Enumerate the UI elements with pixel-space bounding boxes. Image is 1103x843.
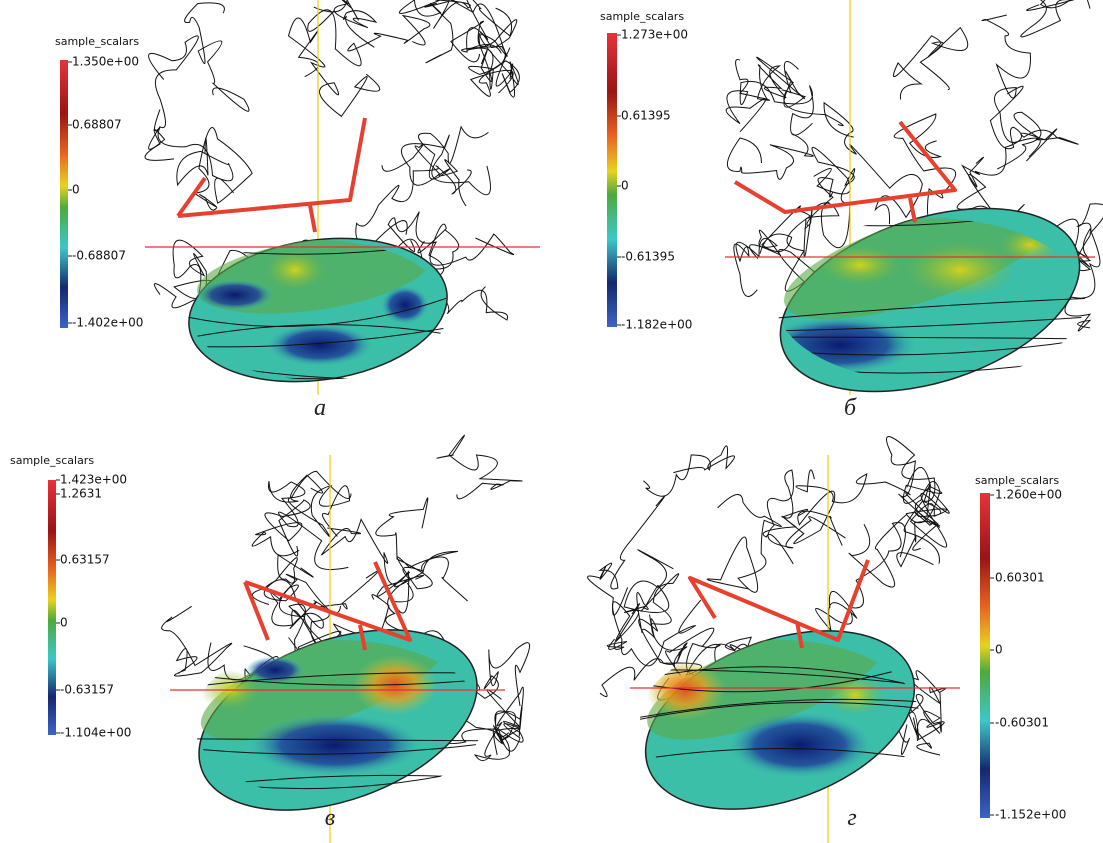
colorbar-label: -1.402e+00 xyxy=(72,316,143,330)
colorbar-label: 0.61395 xyxy=(621,109,671,123)
wire xyxy=(289,18,380,116)
colorbar-label: -1.182e+00 xyxy=(621,318,692,332)
blob xyxy=(195,279,275,311)
panel: sample_scalars 1.350e+00 0.68807 0 -0.68807 -… xyxy=(55,0,540,421)
wire xyxy=(588,496,665,615)
wire xyxy=(451,20,517,82)
blob xyxy=(905,242,1015,298)
wire xyxy=(145,36,198,161)
panel-caption: б xyxy=(844,395,857,421)
blob xyxy=(825,675,885,715)
colorbar-label: -0.68807 xyxy=(72,249,126,263)
blob xyxy=(265,250,325,290)
colorbar xyxy=(607,33,617,327)
panel-caption: в xyxy=(325,805,335,831)
colorbar-label: 0 xyxy=(60,616,68,630)
wire xyxy=(356,166,471,244)
wire xyxy=(162,606,232,676)
wire xyxy=(893,28,967,100)
wire xyxy=(418,127,488,206)
wire xyxy=(1021,0,1090,37)
colorbar-label: -0.60301 xyxy=(995,716,1049,730)
colorbar-label: 1.260e+00 xyxy=(995,488,1062,502)
wire xyxy=(763,491,842,564)
blob xyxy=(245,713,425,777)
wire xyxy=(252,500,310,556)
wire xyxy=(726,81,813,135)
panel: sample_scalars 1.273e+00 0.61395 0 -0.61395 -… xyxy=(600,0,1103,426)
colorbar-label: -0.63157 xyxy=(60,683,114,697)
colorbar-title: sample_scalars xyxy=(55,35,139,48)
frame xyxy=(178,118,365,232)
colorbar-label: 1.423e+00 xyxy=(60,473,127,487)
colorbar-label: 0 xyxy=(621,179,629,193)
colorbar xyxy=(48,480,56,735)
wire xyxy=(767,470,845,548)
colorbar-label: 1.350e+00 xyxy=(72,55,139,69)
wire xyxy=(643,446,734,496)
wire xyxy=(962,86,1023,187)
wire xyxy=(437,435,522,499)
wire xyxy=(487,690,523,742)
wire xyxy=(185,3,249,111)
wire xyxy=(734,230,780,296)
colorbar-label: -1.104e+00 xyxy=(60,726,131,740)
wire xyxy=(707,494,781,592)
colorbar-label: 1.273e+00 xyxy=(621,28,688,42)
colorbar-label: 0.68807 xyxy=(72,118,122,132)
wire xyxy=(308,10,430,66)
frame xyxy=(690,560,868,648)
wire xyxy=(997,112,1078,169)
wire xyxy=(425,0,506,89)
panel: sample_scalars 1.423e+001.2631 0.63157 0 -0.… xyxy=(10,435,530,843)
blob xyxy=(820,245,900,285)
colorbar-title: sample_scalars xyxy=(975,474,1059,487)
wire xyxy=(288,471,351,537)
colorbar-title: sample_scalars xyxy=(600,10,684,23)
colorbar-label: 0 xyxy=(995,643,1003,657)
wire xyxy=(376,498,468,601)
wire xyxy=(399,0,470,63)
panel-caption: г xyxy=(847,805,856,831)
blob xyxy=(725,711,875,779)
blob xyxy=(380,285,430,325)
colorbar-label: 0 xyxy=(72,183,80,197)
wire xyxy=(314,0,376,47)
wire xyxy=(154,109,232,184)
wire xyxy=(736,59,787,100)
colorbar xyxy=(60,60,68,328)
colorbar xyxy=(980,493,990,818)
wire xyxy=(195,128,253,210)
colorbar-label: 1.2631 xyxy=(60,487,102,501)
colorbar-label: -0.61395 xyxy=(621,250,675,264)
colorbar-label: 0.60301 xyxy=(995,571,1045,585)
colorbar-label: -1.152e+00 xyxy=(995,808,1066,822)
colorbar-label: 0.63157 xyxy=(60,553,110,567)
blob xyxy=(265,323,375,367)
figure: sample_scalars 1.350e+00 0.68807 0 -0.68807 -… xyxy=(0,0,1103,843)
wire xyxy=(727,134,813,180)
panel-caption: а xyxy=(314,395,326,421)
colorbar-title: sample_scalars xyxy=(10,454,94,467)
